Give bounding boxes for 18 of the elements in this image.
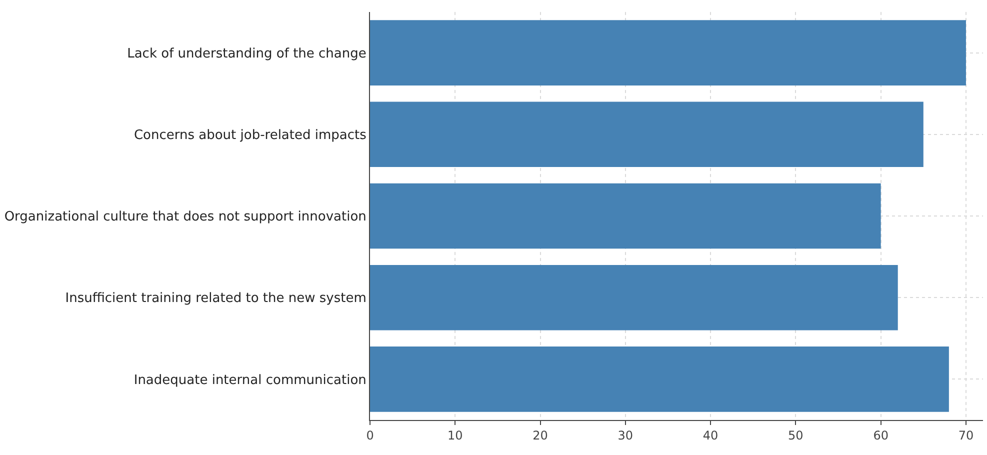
- y-tick-label: Inadequate internal communication: [134, 372, 366, 388]
- bar: [370, 102, 924, 168]
- x-tick-label: 50: [788, 428, 804, 442]
- x-tick-label: 20: [532, 428, 548, 442]
- bar: [370, 346, 949, 412]
- y-tick-label: Insufficient training related to the new system: [65, 291, 366, 306]
- y-tick-label: Organizational culture that does not support innovation: [4, 210, 366, 225]
- x-tick-label: 60: [873, 428, 888, 442]
- bar: [370, 20, 966, 86]
- y-tick-label: Concerns about job-related impacts: [134, 128, 367, 143]
- bar: [370, 264, 898, 330]
- x-tick-label: 40: [702, 428, 718, 442]
- x-tick-label: 30: [618, 428, 634, 442]
- bar: [370, 183, 881, 249]
- x-tick-label: 70: [958, 428, 974, 442]
- x-tick-label: 10: [448, 428, 463, 442]
- y-tick-label: Lack of understanding of the change: [127, 46, 366, 62]
- x-tick-label: 0: [366, 428, 374, 442]
